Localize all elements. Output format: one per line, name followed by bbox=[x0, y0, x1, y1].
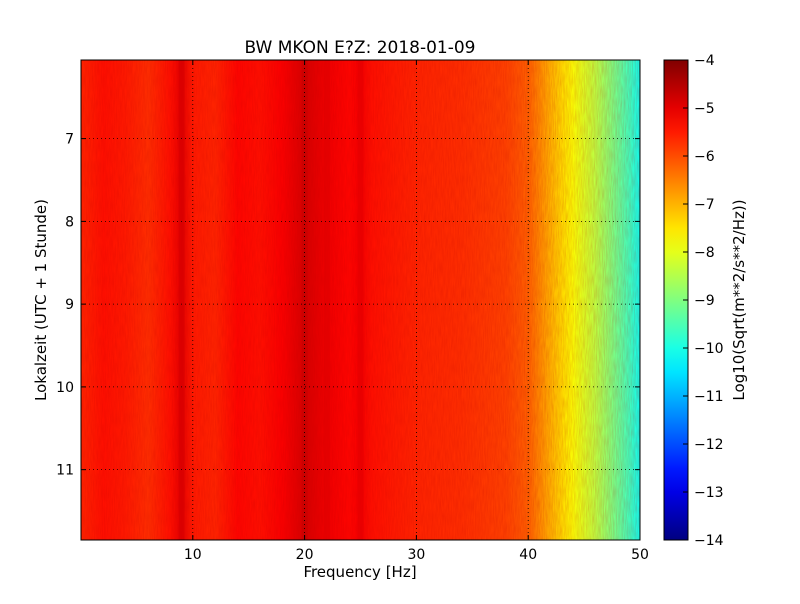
grid-lines bbox=[81, 60, 640, 540]
x-tick-label: 50 bbox=[631, 547, 649, 563]
y-axis-ticks: 7 8 9 10 11 bbox=[56, 132, 640, 479]
y-tick-label: 10 bbox=[56, 380, 74, 396]
colorbar: −4 −5 −6 −7 −8 −9 −10 −11 −12 −13 −14 Log10(Sqrt(m… bbox=[663, 53, 748, 549]
colorbar-tick-label: −7 bbox=[694, 197, 715, 213]
spectral-line bbox=[357, 60, 364, 540]
plot-area: 10 20 30 40 50 7 8 9 10 11 bbox=[56, 59, 649, 563]
x-axis-ticks: 10 20 30 40 50 bbox=[184, 60, 649, 563]
y-axis-label: Lokalzeit (UTC + 1 Stunde) bbox=[32, 199, 50, 401]
x-tick-label: 20 bbox=[296, 547, 314, 563]
colorbar-tick-label: −13 bbox=[694, 485, 724, 501]
colorbar-tick-label: −10 bbox=[694, 341, 724, 357]
spectral-line bbox=[178, 60, 185, 540]
colorbar-tick-label: −14 bbox=[694, 533, 724, 549]
colorbar-label: Log10(Sqrt(m**2/s**2/Hz)) bbox=[730, 199, 748, 400]
plot-frame bbox=[80, 59, 641, 541]
y-tick-label: 7 bbox=[65, 132, 74, 148]
y-tick-label: 11 bbox=[56, 463, 74, 479]
colorbar-tick-label: −12 bbox=[694, 437, 724, 453]
y-tick-label: 8 bbox=[65, 214, 74, 230]
colorbar-tick-label: −6 bbox=[694, 149, 715, 165]
colorbar-tick-label: −4 bbox=[694, 53, 715, 69]
y-tick-label: 9 bbox=[65, 297, 74, 313]
x-tick-label: 30 bbox=[407, 547, 425, 563]
colorbar-tick-label: −8 bbox=[694, 245, 715, 261]
colorbar-tick-label: −11 bbox=[694, 389, 724, 405]
x-tick-label: 10 bbox=[184, 547, 202, 563]
chart-title: BW MKON E?Z: 2018-01-09 bbox=[245, 38, 476, 58]
colorbar-ticks: −4 −5 −6 −7 −8 −9 −10 −11 −12 −13 −14 bbox=[683, 53, 724, 549]
x-tick-label: 40 bbox=[519, 547, 537, 563]
spectral-line bbox=[323, 60, 330, 540]
colorbar-tick-label: −9 bbox=[694, 293, 715, 309]
colorbar-tick-label: −5 bbox=[694, 101, 715, 117]
x-axis-label: Frequency [Hz] bbox=[303, 563, 416, 581]
